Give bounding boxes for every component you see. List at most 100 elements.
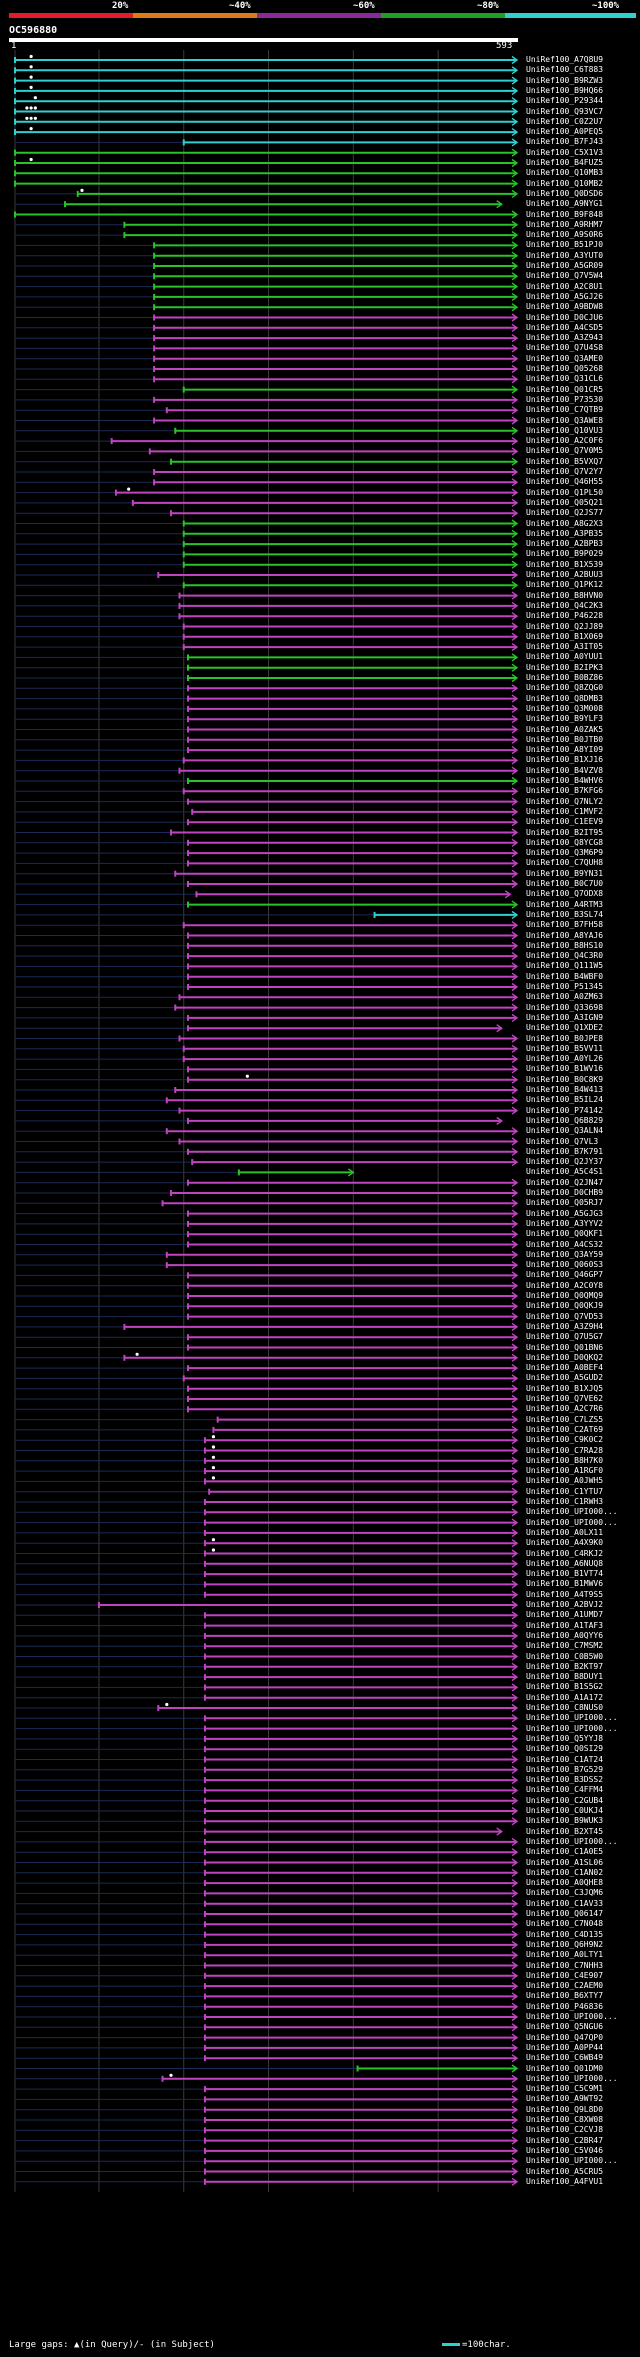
hit-label[interactable]: UniRef100_Q93VC7 xyxy=(526,106,604,116)
hit-row[interactable] xyxy=(15,406,519,415)
hit-label[interactable]: UniRef100_UPI000... xyxy=(526,1713,618,1723)
hit-row[interactable] xyxy=(15,1127,519,1136)
hit-label[interactable]: UniRef100_A1TAF3 xyxy=(526,1620,604,1630)
hit-label[interactable]: UniRef100_A0YL26 xyxy=(526,1054,604,1064)
hit-label[interactable]: UniRef100_A5GJG3 xyxy=(526,1208,604,1218)
hit-row[interactable] xyxy=(14,157,519,168)
hit-label[interactable]: UniRef100_Q3AWE8 xyxy=(526,415,604,425)
hit-label[interactable]: UniRef100_P74142 xyxy=(526,1105,604,1115)
hit-label[interactable]: UniRef100_B0JTB0 xyxy=(526,734,604,744)
hit-label[interactable]: UniRef100_UPI000... xyxy=(526,2012,618,2021)
hit-row[interactable] xyxy=(15,467,519,477)
hit-label[interactable]: UniRef100_A4RTM3 xyxy=(526,899,604,909)
hit-row[interactable] xyxy=(15,1548,519,1558)
hit-label[interactable]: UniRef100_A0ZAK5 xyxy=(526,724,604,734)
hit-label[interactable]: UniRef100_Q7V2Y7 xyxy=(526,467,604,476)
hit-label[interactable]: UniRef100_A2C0F6 xyxy=(526,436,604,446)
hit-label[interactable]: UniRef100_B9YN31 xyxy=(526,868,604,878)
hit-row[interactable] xyxy=(15,1673,519,1682)
hit-row[interactable] xyxy=(15,344,519,353)
hit-label[interactable]: UniRef100_A3IGN9 xyxy=(526,1012,604,1022)
hit-label[interactable]: UniRef100_D0CHB9 xyxy=(526,1188,604,1197)
hit-label[interactable]: UniRef100_B3SL74 xyxy=(526,909,604,919)
hit-row[interactable] xyxy=(15,766,519,775)
hit-label[interactable]: UniRef100_Q31CL6 xyxy=(526,374,604,384)
hit-label[interactable]: UniRef100_Q7NLY2 xyxy=(526,796,604,806)
hit-label[interactable]: UniRef100_A9RHM7 xyxy=(526,219,604,229)
hit-label[interactable]: UniRef100_C8NUS0 xyxy=(526,1703,604,1712)
hit-label[interactable]: UniRef100_B8HS10 xyxy=(526,940,604,950)
hit-label[interactable]: UniRef100_A9NYG1 xyxy=(526,199,604,209)
hit-row[interactable] xyxy=(15,188,519,198)
hit-row[interactable] xyxy=(15,1455,519,1465)
hit-label[interactable]: UniRef100_B1XJ16 xyxy=(526,755,604,765)
hit-label[interactable]: UniRef100_B0BZ86 xyxy=(526,673,604,682)
hit-row[interactable] xyxy=(15,487,519,497)
hit-label[interactable]: UniRef100_Q3M008 xyxy=(526,703,604,713)
hit-label[interactable]: UniRef100_B2IPK3 xyxy=(526,662,604,672)
hit-row[interactable] xyxy=(15,303,519,312)
hit-label[interactable]: UniRef100_B1VT74 xyxy=(526,1569,604,1579)
hit-row[interactable] xyxy=(15,581,519,590)
hit-label[interactable]: UniRef100_C9K0C2 xyxy=(526,1435,604,1445)
hit-row[interactable] xyxy=(15,673,519,683)
hit-label[interactable]: UniRef100_A4X9K0 xyxy=(526,1538,604,1548)
hit-row[interactable] xyxy=(15,1281,519,1290)
hit-row[interactable] xyxy=(15,1435,519,1445)
hit-row[interactable] xyxy=(15,952,519,961)
hit-row[interactable] xyxy=(15,437,519,446)
hit-label[interactable]: UniRef100_Q060S3 xyxy=(526,1260,604,1270)
hit-row[interactable] xyxy=(14,96,519,106)
hit-row[interactable] xyxy=(15,1343,519,1352)
hit-label[interactable]: UniRef100_A8YAJ6 xyxy=(526,930,604,940)
hit-label[interactable]: UniRef100_Q4C2K3 xyxy=(526,600,604,610)
hit-label[interactable]: UniRef100_Q3M6P9 xyxy=(526,848,604,858)
hit-label[interactable]: UniRef100_Q5YYJ8 xyxy=(526,1733,604,1743)
hit-row[interactable] xyxy=(15,746,519,755)
hit-row[interactable] xyxy=(15,1250,519,1259)
hit-row[interactable] xyxy=(15,1116,503,1125)
hit-row[interactable] xyxy=(15,807,519,816)
hit-row[interactable] xyxy=(15,653,519,662)
hit-label[interactable]: UniRef100_B1X069 xyxy=(526,631,604,641)
hit-row[interactable] xyxy=(15,1261,519,1270)
hit-label[interactable]: UniRef100_C2CVJ8 xyxy=(526,2125,604,2135)
hit-row[interactable] xyxy=(15,1096,519,1105)
hit-label[interactable]: UniRef100_C7RA28 xyxy=(526,1445,604,1455)
hit-row[interactable] xyxy=(15,1827,503,1836)
hit-label[interactable]: UniRef100_B7FH58 xyxy=(526,920,604,930)
hit-row[interactable] xyxy=(14,179,519,188)
hit-row[interactable] xyxy=(15,560,519,569)
hit-row[interactable] xyxy=(15,1352,519,1362)
hit-label[interactable]: UniRef100_Q7VD53 xyxy=(526,1311,604,1321)
hit-row[interactable] xyxy=(15,725,519,734)
hit-label[interactable]: UniRef100_Q5NGU6 xyxy=(526,2022,604,2032)
hit-label[interactable]: UniRef100_C2BR47 xyxy=(526,2135,604,2145)
hit-row[interactable] xyxy=(15,323,519,332)
hit-row[interactable] xyxy=(15,2105,519,2114)
hit-label[interactable]: UniRef100_B6XTY7 xyxy=(526,1991,604,2001)
hit-label[interactable]: UniRef100_A2BVJ2 xyxy=(526,1600,604,1609)
hit-row[interactable] xyxy=(15,550,519,559)
hit-label[interactable]: UniRef100_Q6B829 xyxy=(526,1115,604,1125)
hit-row[interactable] xyxy=(15,2012,519,2022)
hit-row[interactable] xyxy=(15,364,519,374)
hit-label[interactable]: UniRef100_A9BDW8 xyxy=(526,302,604,312)
hit-row[interactable] xyxy=(15,241,519,250)
hit-row[interactable] xyxy=(15,1961,519,1970)
hit-row[interactable] xyxy=(15,1044,519,1053)
hit-row[interactable] xyxy=(15,1724,519,1733)
hit-label[interactable]: UniRef100_D0QKQ2 xyxy=(526,1352,604,1362)
hit-row[interactable] xyxy=(15,869,519,878)
hit-row[interactable] xyxy=(15,1137,519,1146)
hit-label[interactable]: UniRef100_Q46GP7 xyxy=(526,1270,604,1280)
hit-label[interactable]: UniRef100_D0CJU6 xyxy=(526,312,604,322)
hit-label[interactable]: UniRef100_B7K791 xyxy=(526,1146,604,1156)
hit-label[interactable]: UniRef100_P51345 xyxy=(526,982,604,991)
hit-row[interactable] xyxy=(15,2126,519,2135)
hit-label[interactable]: UniRef100_P46228 xyxy=(526,611,604,621)
hit-row[interactable] xyxy=(15,2054,519,2063)
hit-label[interactable]: UniRef100_P73530 xyxy=(526,394,604,404)
hit-label[interactable]: UniRef100_A4FVU1 xyxy=(526,2176,604,2186)
hit-label[interactable]: UniRef100_UPI000... xyxy=(526,1517,618,1527)
